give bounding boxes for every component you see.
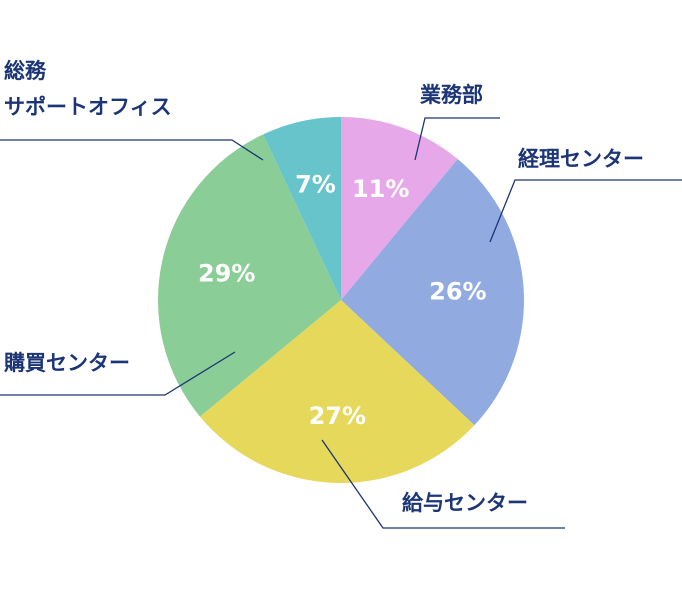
category-label: 総務サポートオフィス — [4, 59, 172, 119]
pie-slice — [157, 134, 341, 417]
pie-slice — [263, 117, 341, 300]
category-label-line: サポートオフィス — [4, 95, 172, 119]
value-label: 29% — [198, 259, 255, 287]
pie-slice — [341, 158, 524, 426]
category-label-line: 総務 — [4, 59, 47, 83]
value-label: 27% — [309, 402, 366, 430]
pie-slice — [199, 300, 475, 483]
leader-line — [0, 351, 236, 396]
category-label: 経理センター — [518, 147, 644, 171]
value-label: 7% — [295, 171, 336, 199]
leader-line — [489, 179, 682, 243]
pie-slice — [341, 117, 458, 300]
category-label: 購買センター — [3, 351, 130, 375]
value-label: 11% — [352, 175, 409, 203]
category-label: 業務部 — [420, 83, 483, 107]
value-label: 26% — [429, 278, 486, 306]
leader-line — [321, 439, 565, 529]
leader-line — [0, 139, 264, 161]
category-label: 給与センター — [402, 491, 528, 515]
leader-line — [414, 117, 500, 161]
